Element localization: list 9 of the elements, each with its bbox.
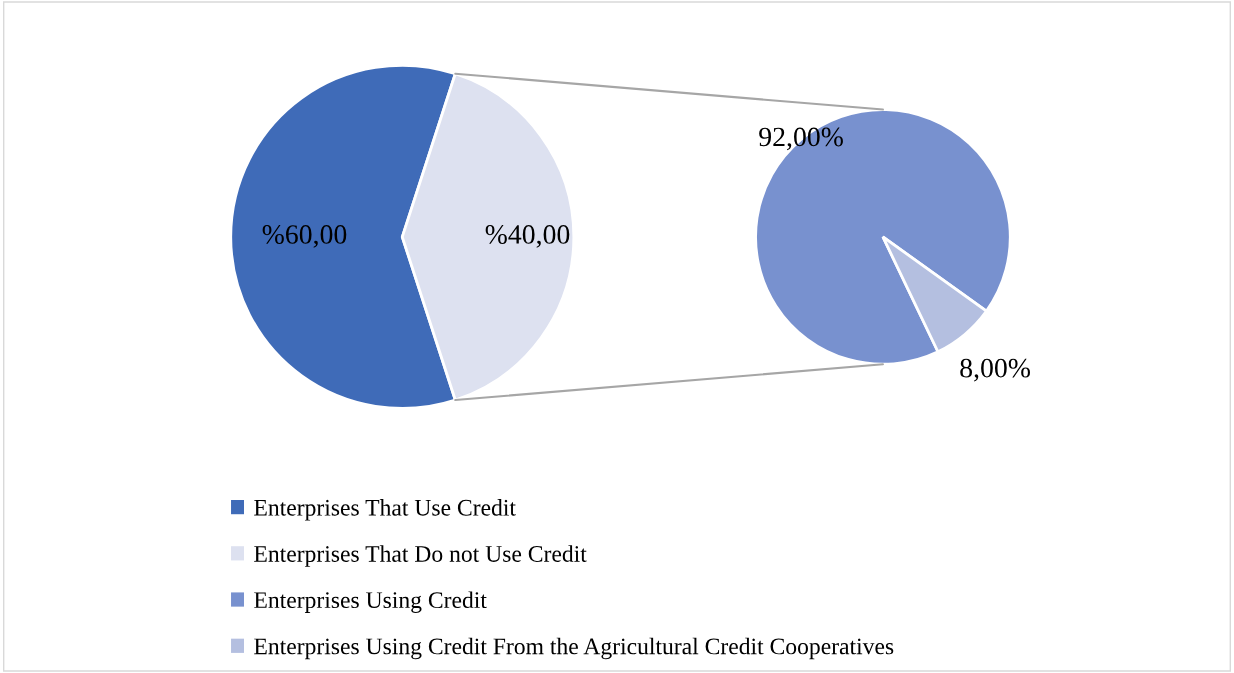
legend-label: Enterprises That Use Credit [254,499,516,521]
legend-label: Enterprises Using Credit From the Agricultural Credit Cooperatives [254,637,894,660]
pie-slice [881,235,988,354]
data-label: 92,00% [759,127,843,151]
data-label: 8,00% [960,358,1030,382]
legend-label: Enterprises That Do not Use Credit [254,545,587,567]
data-label: %60,00 [262,225,347,248]
data-label: %40,00 [485,225,570,248]
legend-label: Enterprises Using Credit [254,591,487,613]
